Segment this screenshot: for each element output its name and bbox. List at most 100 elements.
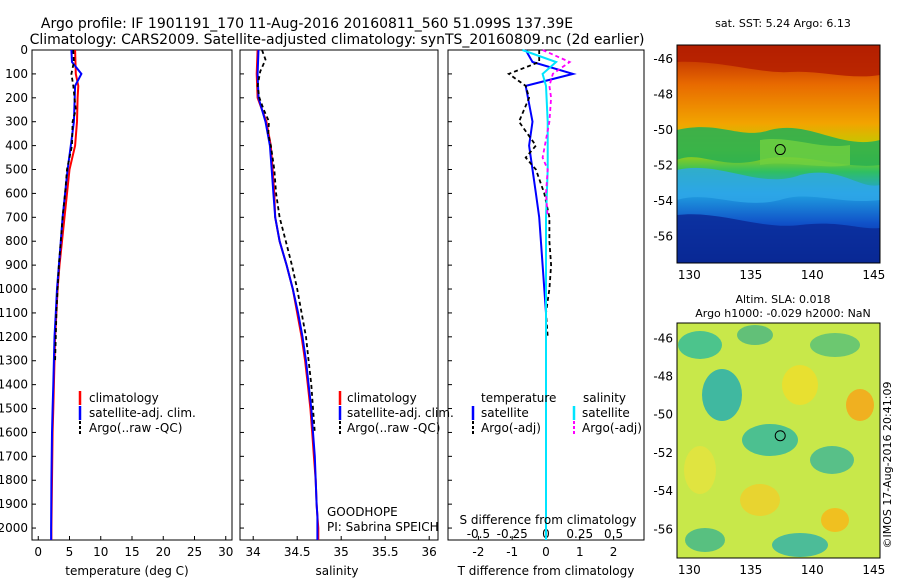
legend-s-argo-label: Argo(-adj) (582, 421, 642, 435)
depth-tick-label: 1100 (0, 306, 28, 320)
x-tick-label: -2 (472, 545, 484, 559)
argo-position-marker (774, 144, 786, 156)
legend-t-argo-label: Argo(-adj) (481, 421, 541, 435)
map-lat-tick-label: -54 (653, 194, 673, 208)
depth-tick-label: 1800 (0, 473, 28, 487)
depth-tick-label: 1900 (0, 497, 28, 511)
series-line-0-2 (54, 49, 77, 361)
sst-map (676, 44, 881, 264)
legend-argo-label: Argo(..raw -QC) (89, 421, 182, 435)
sla-map-title2: Argo h1000: -0.029 h2000: NaN (695, 307, 871, 320)
depth-tick-label: 500 (5, 163, 28, 177)
depth-tick-label: 600 (5, 186, 28, 200)
secondary-x-tick-label: -0.25 (497, 527, 528, 541)
temperature-xlabel: temperature (deg C) (65, 564, 188, 578)
sla-map (676, 322, 881, 559)
map-lat-tick-label: -56 (653, 229, 673, 243)
map-lon-tick-label: 140 (801, 268, 824, 282)
x-tick-label: 5 (66, 545, 74, 559)
legend-salinity-title: salinity (583, 391, 626, 405)
series-line-1-2 (256, 49, 316, 433)
x-tick-label: 25 (187, 545, 202, 559)
map-lat-tick-label: -52 (653, 446, 673, 460)
sla-map-features (678, 325, 874, 557)
sst-map-title: sat. SST: 5.24 Argo: 6.13 (715, 17, 851, 30)
title-line1: Argo profile: IF 1901191_170 11-Aug-2016… (41, 16, 573, 32)
legend-s-satellite-label: satellite (582, 406, 630, 420)
tdiff-xlabel: T difference from climatology (457, 564, 635, 578)
depth-tick-label: 300 (5, 115, 28, 129)
legend-argo-label: Argo(..raw -QC) (347, 421, 440, 435)
salinity-axes (239, 49, 439, 541)
series-line-2-3 (541, 49, 572, 218)
x-tick-label: 35 (334, 545, 349, 559)
depth-tick-label: 900 (5, 258, 28, 272)
map-lon-tick-label: 130 (678, 268, 701, 282)
depth-tick-label: 1300 (0, 354, 28, 368)
map-lon-tick-label: 145 (862, 268, 885, 282)
depth-tick-label: 700 (5, 210, 28, 224)
map-lat-tick-label: -50 (653, 123, 673, 137)
legend-climatology-label: climatology (347, 391, 417, 405)
secondary-x-tick-label: -0.5 (467, 527, 490, 541)
x-tick-label: 36 (422, 545, 437, 559)
depth-tick-label: 1500 (0, 402, 28, 416)
x-tick-label: 34 (246, 545, 261, 559)
secondary-x-tick-label: 0.25 (566, 527, 593, 541)
depth-tick-label: 1000 (0, 282, 28, 296)
x-tick-label: 10 (93, 545, 108, 559)
map-lat-tick-label: -48 (653, 369, 673, 383)
depth-tick-label: 1700 (0, 449, 28, 463)
x-tick-label: 1 (576, 545, 584, 559)
map-lon-tick-label: 135 (739, 563, 762, 577)
x-tick-label: 0 (542, 545, 550, 559)
temperature-axes (31, 49, 233, 541)
legend-satellite-label: satellite-adj. clim. (347, 406, 454, 420)
map-lat-tick-label: -50 (653, 408, 673, 422)
legend-temperature-title: temperature (481, 391, 556, 405)
legend-t-satellite-label: satellite (481, 406, 529, 420)
map-lat-tick-label: -54 (653, 484, 673, 498)
legend-climatology-label: climatology (89, 391, 159, 405)
x-tick-label: 15 (124, 545, 139, 559)
series-line-2-1 (506, 50, 553, 337)
depth-tick-label: 800 (5, 234, 28, 248)
x-tick-label: 34.5 (284, 545, 311, 559)
legend-satellite-label: satellite-adj. clim. (89, 406, 196, 420)
depth-tick-label: 2000 (0, 521, 28, 535)
map-lat-tick-label: -56 (653, 522, 673, 536)
sst-map-features (677, 45, 880, 263)
series-line-0-1 (50, 49, 83, 540)
map-lat-tick-label: -46 (653, 331, 673, 345)
pi-label: PI: Sabrina SPEICH (327, 520, 439, 534)
temperature-legend: climatology satellite-adj. clim. Argo(..… (78, 391, 196, 435)
depth-tick-label: 0 (20, 43, 28, 57)
map-lat-tick-label: -52 (653, 159, 673, 173)
series-layer (50, 49, 577, 540)
depth-tick-label: 400 (5, 139, 28, 153)
imos-stamp: ©IMOS 17-Aug-2016 20:41:09 (881, 382, 894, 549)
salinity-xlabel: salinity (315, 564, 358, 578)
x-tick-label: 30 (218, 545, 233, 559)
difference-legend: temperature salinity satellite Argo(-adj… (471, 391, 642, 435)
secondary-x-tick-label: 0.5 (604, 527, 623, 541)
x-tick-label: 2 (610, 545, 618, 559)
map-tick-layer: 130 135 140 145 -46 -48 -50 -52 -54 -56 130 135 140 1… (653, 52, 885, 577)
x-tick-label: 35.5 (372, 545, 399, 559)
ticks-layer: 0100200300400500600700800900100011001200… (0, 43, 623, 559)
depth-tick-label: 1400 (0, 378, 28, 392)
sla-map-frame (676, 322, 881, 559)
depth-tick-label: 1600 (0, 425, 28, 439)
series-line-1-1 (256, 49, 319, 540)
sst-map-frame (676, 44, 881, 264)
x-tick-label: -1 (506, 545, 518, 559)
map-lon-tick-label: 145 (862, 563, 885, 577)
title-line2: Climatology: CARS2009. Satellite-adjuste… (30, 32, 645, 48)
depth-tick-label: 1200 (0, 330, 28, 344)
map-lon-tick-label: 135 (739, 268, 762, 282)
project-label: GOODHOPE (327, 505, 398, 519)
x-tick-label: 20 (156, 545, 171, 559)
map-lon-tick-label: 130 (678, 563, 701, 577)
map-lat-tick-label: -46 (653, 52, 673, 66)
